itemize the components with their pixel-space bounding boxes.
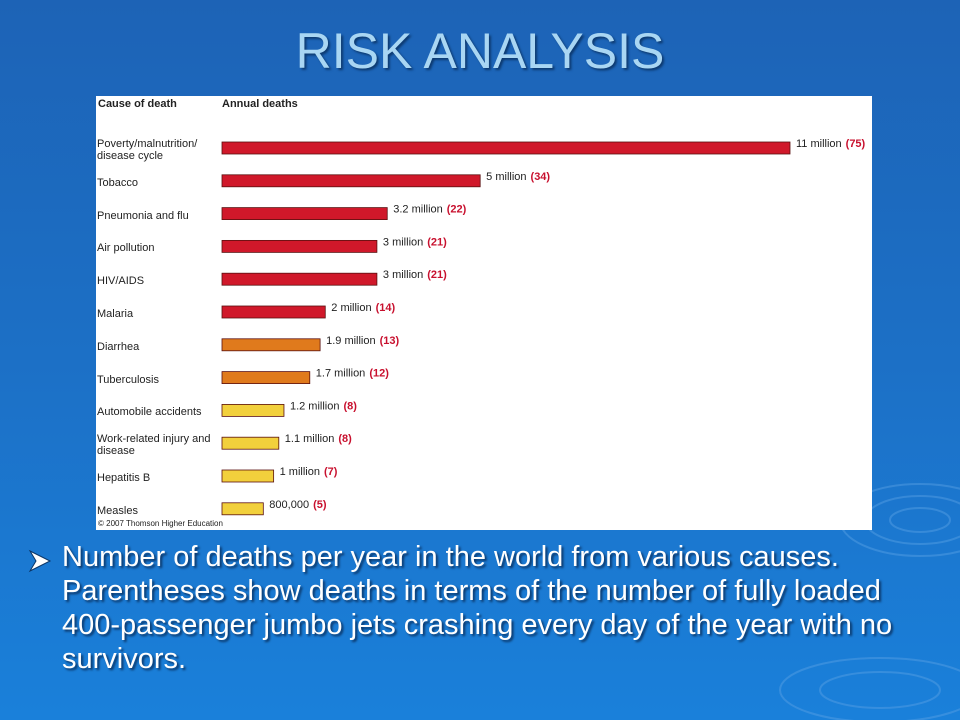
- bar: [221, 371, 311, 385]
- bar: [221, 502, 264, 516]
- jets-label: (21): [427, 236, 447, 248]
- value-label: 5 million: [486, 171, 526, 183]
- jets-label: (75): [846, 138, 866, 150]
- category-label: Malaria: [97, 308, 134, 320]
- credit: © 2007 Thomson Higher Education: [98, 519, 223, 528]
- value-label: 3 million: [383, 269, 423, 281]
- bar: [221, 239, 378, 253]
- value-label: 2 million (14): [331, 302, 395, 314]
- bar: [221, 174, 481, 188]
- column-header: Cause of death: [98, 98, 177, 110]
- value-label: 800,000: [269, 499, 309, 511]
- category-label: Pneumonia and flu: [97, 209, 189, 222]
- jets-label: (34): [531, 171, 551, 183]
- jets-label: (8): [338, 433, 352, 445]
- bar: [221, 207, 388, 220]
- category-label: HIV/AIDS: [97, 275, 145, 288]
- category-label: Tuberculosis: [97, 373, 159, 386]
- bar: [221, 141, 791, 155]
- value-label: 1.7 million: [316, 368, 366, 380]
- bar: [221, 403, 285, 417]
- bar: [221, 338, 321, 352]
- value-label: 2 million: [331, 302, 371, 314]
- jets-label: (8): [343, 400, 357, 412]
- value-label: 3 million: [383, 236, 423, 248]
- value-label: 1.2 million: [290, 400, 340, 412]
- value-label: 3.2 million: [393, 204, 443, 216]
- jets-label: (13): [380, 335, 400, 347]
- value-label: 1 million (7): [280, 466, 338, 478]
- value-label: 3 million (21): [383, 269, 447, 281]
- value-label: 1.1 million (8): [285, 433, 352, 445]
- column-header: Annual deaths: [222, 98, 298, 110]
- category-label: Automobile accidents: [97, 406, 202, 419]
- category-label: Hepatitis B: [97, 472, 151, 484]
- category-label: Air pollution: [97, 242, 155, 255]
- jets-label: (22): [447, 204, 467, 216]
- value-label: 1.2 million (8): [290, 400, 357, 412]
- bar: [221, 436, 280, 450]
- value-label: 800,000 (5): [269, 499, 327, 511]
- category-label: Measles: [97, 504, 138, 517]
- value-label: 1.9 million (13): [326, 335, 399, 347]
- bar: [221, 272, 378, 286]
- value-label: 3.2 million (22): [393, 204, 466, 216]
- chart: Cause of death Annual deaths © 2007 Thom…: [96, 96, 872, 530]
- bar: [221, 305, 326, 319]
- jets-label: (12): [369, 368, 389, 380]
- value-label: 1.1 million: [285, 433, 335, 445]
- slide-title: RISK ANALYSIS: [295, 23, 665, 79]
- bullet-arrow: [28, 549, 52, 573]
- bar: [221, 469, 275, 483]
- jets-label: (5): [313, 499, 327, 511]
- value-label: 3 million (21): [383, 236, 447, 248]
- bullet-text: Number of deaths per year in the world f…: [62, 541, 893, 675]
- value-label: 11 million (75): [796, 138, 866, 150]
- category-label: Work-related injury and disease: [97, 433, 211, 458]
- value-label: 1 million: [280, 466, 320, 478]
- category-label: Tobacco: [97, 176, 138, 189]
- jets-label: (14): [376, 302, 396, 314]
- jets-label: (7): [324, 466, 338, 478]
- value-label: 5 million (34): [486, 171, 550, 183]
- category-label: Poverty/malnutrition/ disease cycle: [97, 138, 198, 162]
- category-label: Diarrhea: [97, 340, 140, 353]
- value-label: 1.7 million (12): [316, 368, 389, 380]
- jets-label: (21): [427, 269, 447, 281]
- value-label: 11 million: [796, 138, 842, 150]
- value-label: 1.9 million: [326, 335, 376, 347]
